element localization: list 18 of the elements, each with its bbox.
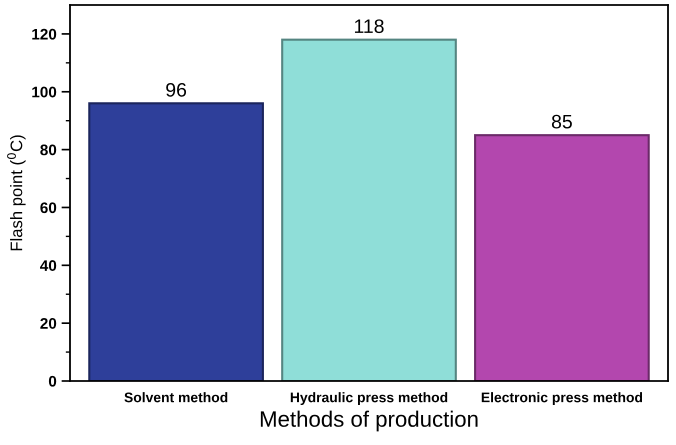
bar [474,134,650,381]
y-tick-label: 100 [32,86,56,98]
data-label: 96 [166,82,186,97]
data-label: 118 [354,19,384,34]
x-tick-label: Electronic press method [482,392,642,406]
y-tick-label: 40 [40,260,56,271]
y-tick-label: 60 [40,202,56,214]
bar [88,102,264,381]
bar [281,38,457,381]
y-axis-title: Flash point ($^{0}$C) [7,135,26,250]
data-label: 85 [552,114,572,129]
x-tick-label: Hydraulic press method [290,392,448,406]
y-tick-label: 0 [48,376,56,387]
x-tick-label: Solvent method [124,392,228,402]
y-tick-label: 20 [40,318,56,329]
x-axis-title: Methods of production [260,410,478,432]
y-tick-label: 120 [32,28,56,40]
y-tick-label: 80 [40,144,56,156]
